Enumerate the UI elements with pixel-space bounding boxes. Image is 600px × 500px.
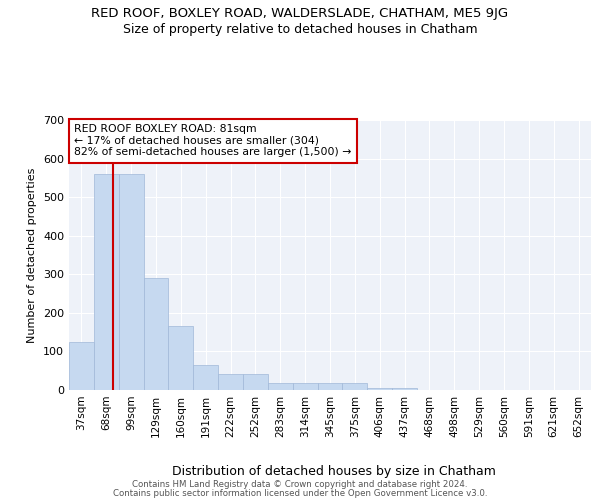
Bar (69, 342, 94, 390)
Text: Distribution of detached houses by size in Chatham: Distribution of detached houses by size … (172, 464, 496, 477)
Bar (293, 383, 317, 390)
Text: Size of property relative to detached houses in Chatham: Size of property relative to detached ho… (122, 22, 478, 36)
Bar (392, 388, 417, 390)
Bar (119, 174, 143, 390)
Bar (243, 374, 268, 390)
Bar (343, 383, 367, 390)
Bar (94, 174, 119, 390)
Bar (218, 374, 243, 390)
Bar (143, 278, 169, 390)
Text: Contains HM Land Registry data © Crown copyright and database right 2024.: Contains HM Land Registry data © Crown c… (132, 480, 468, 489)
Bar (169, 326, 193, 390)
Bar (268, 383, 293, 390)
Text: RED ROOF BOXLEY ROAD: 81sqm
← 17% of detached houses are smaller (304)
82% of se: RED ROOF BOXLEY ROAD: 81sqm ← 17% of det… (74, 124, 352, 157)
Bar (367, 388, 392, 390)
Bar (193, 365, 218, 390)
Text: RED ROOF, BOXLEY ROAD, WALDERSLADE, CHATHAM, ME5 9JG: RED ROOF, BOXLEY ROAD, WALDERSLADE, CHAT… (91, 8, 509, 20)
Bar (317, 383, 343, 390)
Y-axis label: Number of detached properties: Number of detached properties (28, 168, 37, 342)
Text: Contains public sector information licensed under the Open Government Licence v3: Contains public sector information licen… (113, 488, 487, 498)
